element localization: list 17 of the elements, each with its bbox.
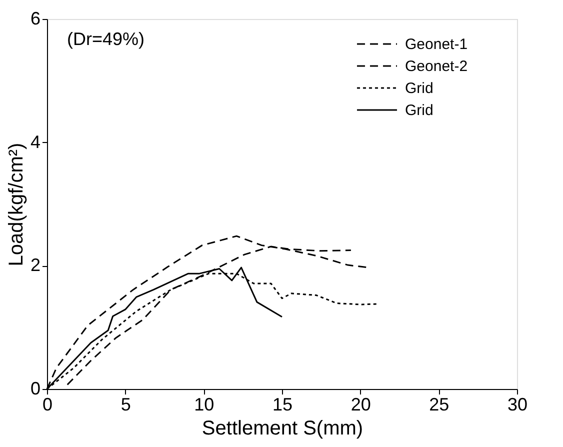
x-tick-label: 15 xyxy=(272,394,293,414)
y-tick-label: 6 xyxy=(30,8,40,28)
x-tick-label: 20 xyxy=(350,394,371,414)
legend-label: Geonet-1 xyxy=(405,36,468,53)
annotation: (Dr=49%) xyxy=(67,29,145,49)
y-tick-label: 4 xyxy=(30,132,40,152)
x-tick-label: 30 xyxy=(507,394,528,414)
x-tick-label: 10 xyxy=(194,394,214,414)
legend-label: Grid xyxy=(405,102,434,119)
x-axis-title: Settlement S(mm) xyxy=(202,418,364,440)
legend-label: Geonet-2 xyxy=(405,58,468,75)
x-tick-label: 5 xyxy=(120,394,131,414)
y-tick-label: 0 xyxy=(30,378,40,398)
y-tick-label: 2 xyxy=(30,255,40,276)
y-axis-title: Load(kgf/cm²) xyxy=(5,142,28,266)
legend-label: Grid xyxy=(405,80,434,97)
x-tick-label: 25 xyxy=(429,394,450,414)
